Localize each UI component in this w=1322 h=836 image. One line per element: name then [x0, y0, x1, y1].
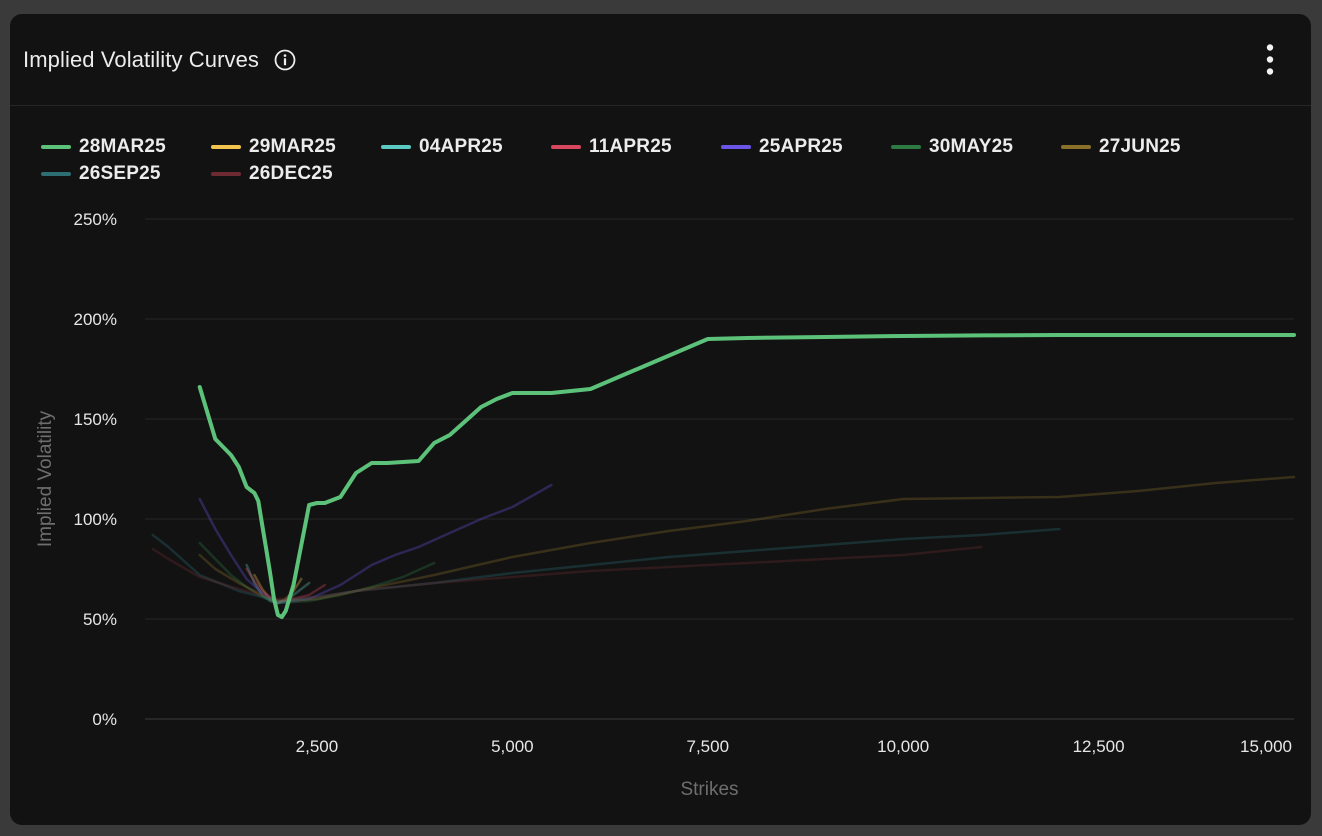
series-line-30may25 [198, 541, 436, 605]
legend-item[interactable]: 25APR25 [721, 136, 843, 158]
legend-item[interactable]: 26DEC25 [211, 163, 333, 185]
x-tick-label: 7,500 [687, 737, 730, 756]
series-line-11apr25 [245, 567, 327, 603]
series-line-27jun25 [198, 475, 1296, 603]
legend-swatch [211, 145, 241, 149]
series-line-26sep25 [151, 527, 1061, 603]
y-tick-label: 200% [74, 310, 117, 329]
legend-swatch [41, 145, 71, 149]
legend-label: 26SEP25 [79, 163, 161, 184]
info-icon[interactable] [274, 49, 296, 71]
legend-label: 11APR25 [589, 136, 672, 157]
legend-item[interactable]: 30MAY25 [891, 136, 1013, 158]
legend-swatch [41, 172, 71, 176]
x-axis-title: Strikes [680, 779, 738, 800]
series-line-28mar25 [197, 333, 1296, 619]
x-tick-label: 5,000 [491, 737, 534, 756]
iv-line-chart: 0% 50% 100% 150% 200% 250% 2,500 5,000 7,500 10,0… [35, 210, 1296, 800]
legend-swatch [721, 145, 751, 149]
y-tick-label: 0% [92, 710, 117, 729]
series-line-25apr25 [198, 483, 553, 605]
legend-label: 04APR25 [419, 136, 503, 157]
legend-item[interactable]: 28MAR25 [41, 136, 166, 158]
legend-item[interactable]: 26SEP25 [41, 163, 161, 185]
legend-label: 30MAY25 [929, 136, 1014, 157]
x-tick-label: 10,000 [877, 737, 929, 756]
y-tick-label: 250% [74, 210, 117, 229]
legend-item[interactable]: 04APR25 [381, 136, 503, 158]
legend-swatch [551, 145, 581, 149]
card-header: Implied Volatility Curves [10, 14, 1311, 106]
legend-item[interactable]: 27JUN25 [1061, 136, 1181, 158]
legend-label: 26DEC25 [249, 163, 333, 184]
legend-label: 25APR25 [759, 136, 843, 157]
legend-swatch [381, 145, 411, 149]
y-tick-label: 50% [83, 610, 117, 629]
legend-swatch [891, 145, 921, 149]
y-tick-label: 100% [74, 510, 117, 529]
legend-label: 28MAR25 [79, 136, 166, 157]
chart-card: Implied Volatility Curves 28MAR25 29MAR25… [10, 14, 1311, 825]
x-tick-label: 12,500 [1073, 737, 1125, 756]
legend-label: 27JUN25 [1099, 136, 1181, 157]
legend-item[interactable]: 11APR25 [551, 136, 672, 158]
chart-title: Implied Volatility Curves [23, 46, 260, 72]
series-line-26dec25 [151, 545, 983, 601]
legend-swatch [1061, 145, 1091, 149]
y-axis-title: Implied Volatility [35, 410, 56, 547]
x-tick-label: 15,000 [1240, 737, 1292, 756]
legend-swatch [211, 172, 241, 176]
legend-label: 29MAR25 [249, 136, 336, 157]
legend-item[interactable]: 29MAR25 [211, 136, 336, 158]
kebab-menu-icon[interactable] [1263, 44, 1277, 76]
x-tick-label: 2,500 [296, 737, 339, 756]
y-tick-label: 150% [74, 410, 117, 429]
